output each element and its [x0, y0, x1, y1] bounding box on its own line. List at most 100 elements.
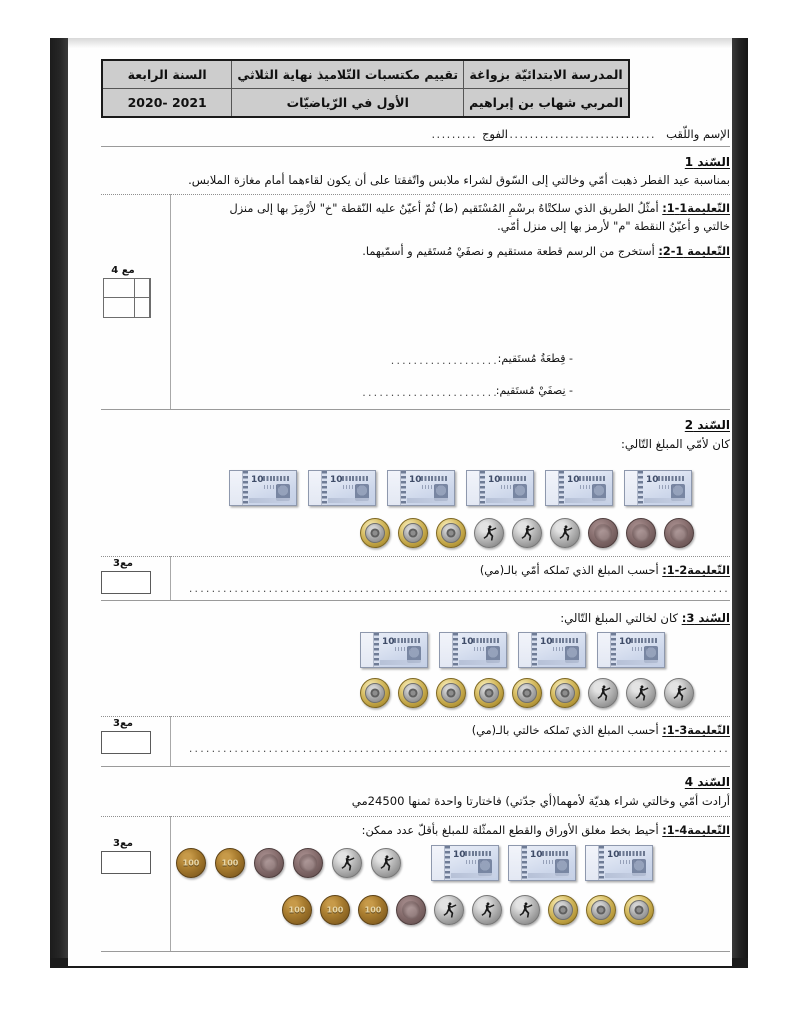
coin-gold-bimetallic [474, 678, 504, 708]
answer-dots-section-2[interactable]: ........................................… [190, 582, 730, 595]
emblem-icon [408, 688, 418, 698]
section-4-heading: السّند 4 [684, 775, 730, 789]
section-2-context: كان لأمّي المبلغ التّالي: [621, 437, 730, 451]
score-input-3[interactable] [101, 731, 151, 754]
coin-silver-figure [434, 895, 464, 925]
coin-bronze-100: 100 [320, 895, 350, 925]
score-cell[interactable] [134, 279, 150, 298]
answer-1-label-halflines: - نِصفَيْ مُستَقيم: [495, 384, 573, 397]
answer-1-dots-segment[interactable]: .................... [389, 354, 499, 367]
worksheet-header-table: المدرسة الابتدائيّة بزواغة تقييم مكتسبات… [101, 59, 630, 118]
score-label-3: مع3 [113, 718, 133, 729]
standing-figure-icon [483, 525, 497, 541]
score-input-4[interactable] [101, 851, 151, 874]
section-2-heading: السّند 2 [684, 418, 730, 432]
score-input-2[interactable] [101, 571, 151, 594]
banknote-denomination: 10 [409, 475, 422, 485]
score-label-2: مع3 [113, 558, 133, 569]
coin-silver-figure [472, 895, 502, 925]
academic-year-cell: 2020- 2021 [101, 88, 233, 118]
banknote-denomination: 10 [607, 850, 620, 860]
score-box-section-2[interactable]: مع3 [95, 558, 151, 594]
coin-value: 100 [221, 858, 239, 868]
score-box-section-3[interactable]: مع3 [95, 718, 151, 754]
assessment-title-cell: تقييم مكتسبات التّلاميذ نهاية الثلاثي [231, 59, 465, 89]
subject-cell: الأول في الرّياضيّات [231, 88, 465, 118]
name-dots[interactable]: ................................. [489, 127, 656, 141]
instruction-3-1-label: التّعليمة3-1: [662, 724, 730, 737]
banknote-10: 10 [518, 632, 586, 668]
emblem-icon [446, 528, 456, 538]
coin-gold-bimetallic [512, 678, 542, 708]
group-dots[interactable]: ......... [431, 127, 477, 141]
instruction-3-1: التّعليمة3-1: أحسب المبلغ الذي تَملكه خا… [215, 722, 730, 740]
section-4-money-row-2: 100 100 100 [282, 895, 654, 925]
score-box-section-1[interactable]: مع 4 [95, 265, 151, 318]
standing-figure-icon [597, 685, 611, 701]
coin-gold-bimetallic [548, 895, 578, 925]
score-grid-1[interactable] [103, 278, 151, 318]
coin-copper [254, 848, 284, 878]
banknote-10: 10 [308, 470, 376, 506]
answer-dots-section-3[interactable]: ........................................… [190, 742, 730, 755]
banknote-10: 10 [360, 632, 428, 668]
instruction-4-1-text: أحيط بخط مغلق الأوراق والقطع الممثّلة لل… [361, 824, 659, 837]
emblem-icon [558, 905, 568, 915]
coin-silver-figure [550, 518, 580, 548]
emblem-icon [446, 688, 456, 698]
emblem-icon [560, 688, 570, 698]
score-box-section-4[interactable]: مع3 [95, 838, 151, 874]
score-cell[interactable] [135, 298, 150, 317]
banknote-denomination: 10 [530, 850, 543, 860]
teacher-name-cell: المربي شهاب بن إبراهيم [463, 88, 630, 118]
coin-copper [664, 518, 694, 548]
instruction-2-1-text: أحسب المبلغ الذي تَملكه أمّي بالـ(مي) [479, 564, 659, 577]
coin-bronze-100: 100 [215, 848, 245, 878]
banknote-10: 10 [597, 632, 665, 668]
standing-figure-icon [443, 902, 457, 918]
coin-gold-bimetallic [360, 678, 390, 708]
scan-binding-edge-left [50, 38, 68, 966]
score-cell[interactable] [119, 298, 135, 317]
coin-value: 100 [288, 905, 306, 915]
section-3-context-line: السّند 3: كان لخالتي المبلغ التّالي: [560, 610, 730, 627]
banknote-denomination: 10 [646, 475, 659, 485]
coin-bronze-100: 100 [358, 895, 388, 925]
banknote-denomination: 10 [461, 637, 474, 647]
divider-under-identity [101, 146, 730, 147]
coin-gold-bimetallic [398, 678, 428, 708]
section-4-context: أرادت أمّي وخالتي شراء هديّة لأمهما(أي ج… [351, 794, 730, 808]
instruction-1-1-text: أمثّلُ الطريق الذي سلكتْاهُ برسْمِ المُس… [229, 202, 730, 233]
coin-bronze-100: 100 [282, 895, 312, 925]
coin-copper [588, 518, 618, 548]
instruction-4-1-label: التّعليمة4-1: [662, 824, 730, 837]
divider-end-section-1 [101, 409, 730, 410]
banknote-10: 10 [466, 470, 534, 506]
divider-end-section-2 [101, 600, 730, 601]
instruction-3-1-text: أحسب المبلغ الذي تَملكه خالتي بالـ(مي) [471, 724, 659, 737]
instruction-2-1: التّعليمة2-1: أحسب المبلغ الذي تَملكه أم… [215, 562, 730, 580]
instruction-1-1: التّعليمة1-1: أمثّلُ الطريق الذي سلكتْاه… [215, 200, 730, 235]
instruction-1-2-text: أستخرج من الرسم قطعة مستقيم و نصفَيْ مُس… [362, 245, 655, 258]
score-cell[interactable] [104, 298, 119, 317]
divider-section-1-body [101, 194, 730, 195]
emblem-icon [370, 528, 380, 538]
coin-gold-bimetallic [586, 895, 616, 925]
answer-1-dots-halflines[interactable]: ........................ [362, 386, 499, 399]
score-cell[interactable] [104, 279, 120, 298]
banknote-10: 10 [545, 470, 613, 506]
divider-section-3-instruction [101, 716, 730, 717]
group-label: الفوج [482, 127, 508, 141]
coin-value: 100 [364, 905, 382, 915]
banknote-10: 10 [585, 845, 653, 881]
section-3-heading: السّند 3: [681, 611, 730, 625]
standing-figure-icon [559, 525, 573, 541]
banknote-denomination: 10 [453, 850, 466, 860]
score-cell[interactable] [119, 279, 135, 298]
coin-gold-bimetallic [398, 518, 428, 548]
banknote-denomination: 10 [619, 637, 632, 647]
coin-bronze-100: 100 [176, 848, 206, 878]
instruction-2-1-label: التّعليمة2-1: [662, 564, 730, 577]
banknote-denomination: 10 [567, 475, 580, 485]
standing-figure-icon [341, 855, 355, 871]
